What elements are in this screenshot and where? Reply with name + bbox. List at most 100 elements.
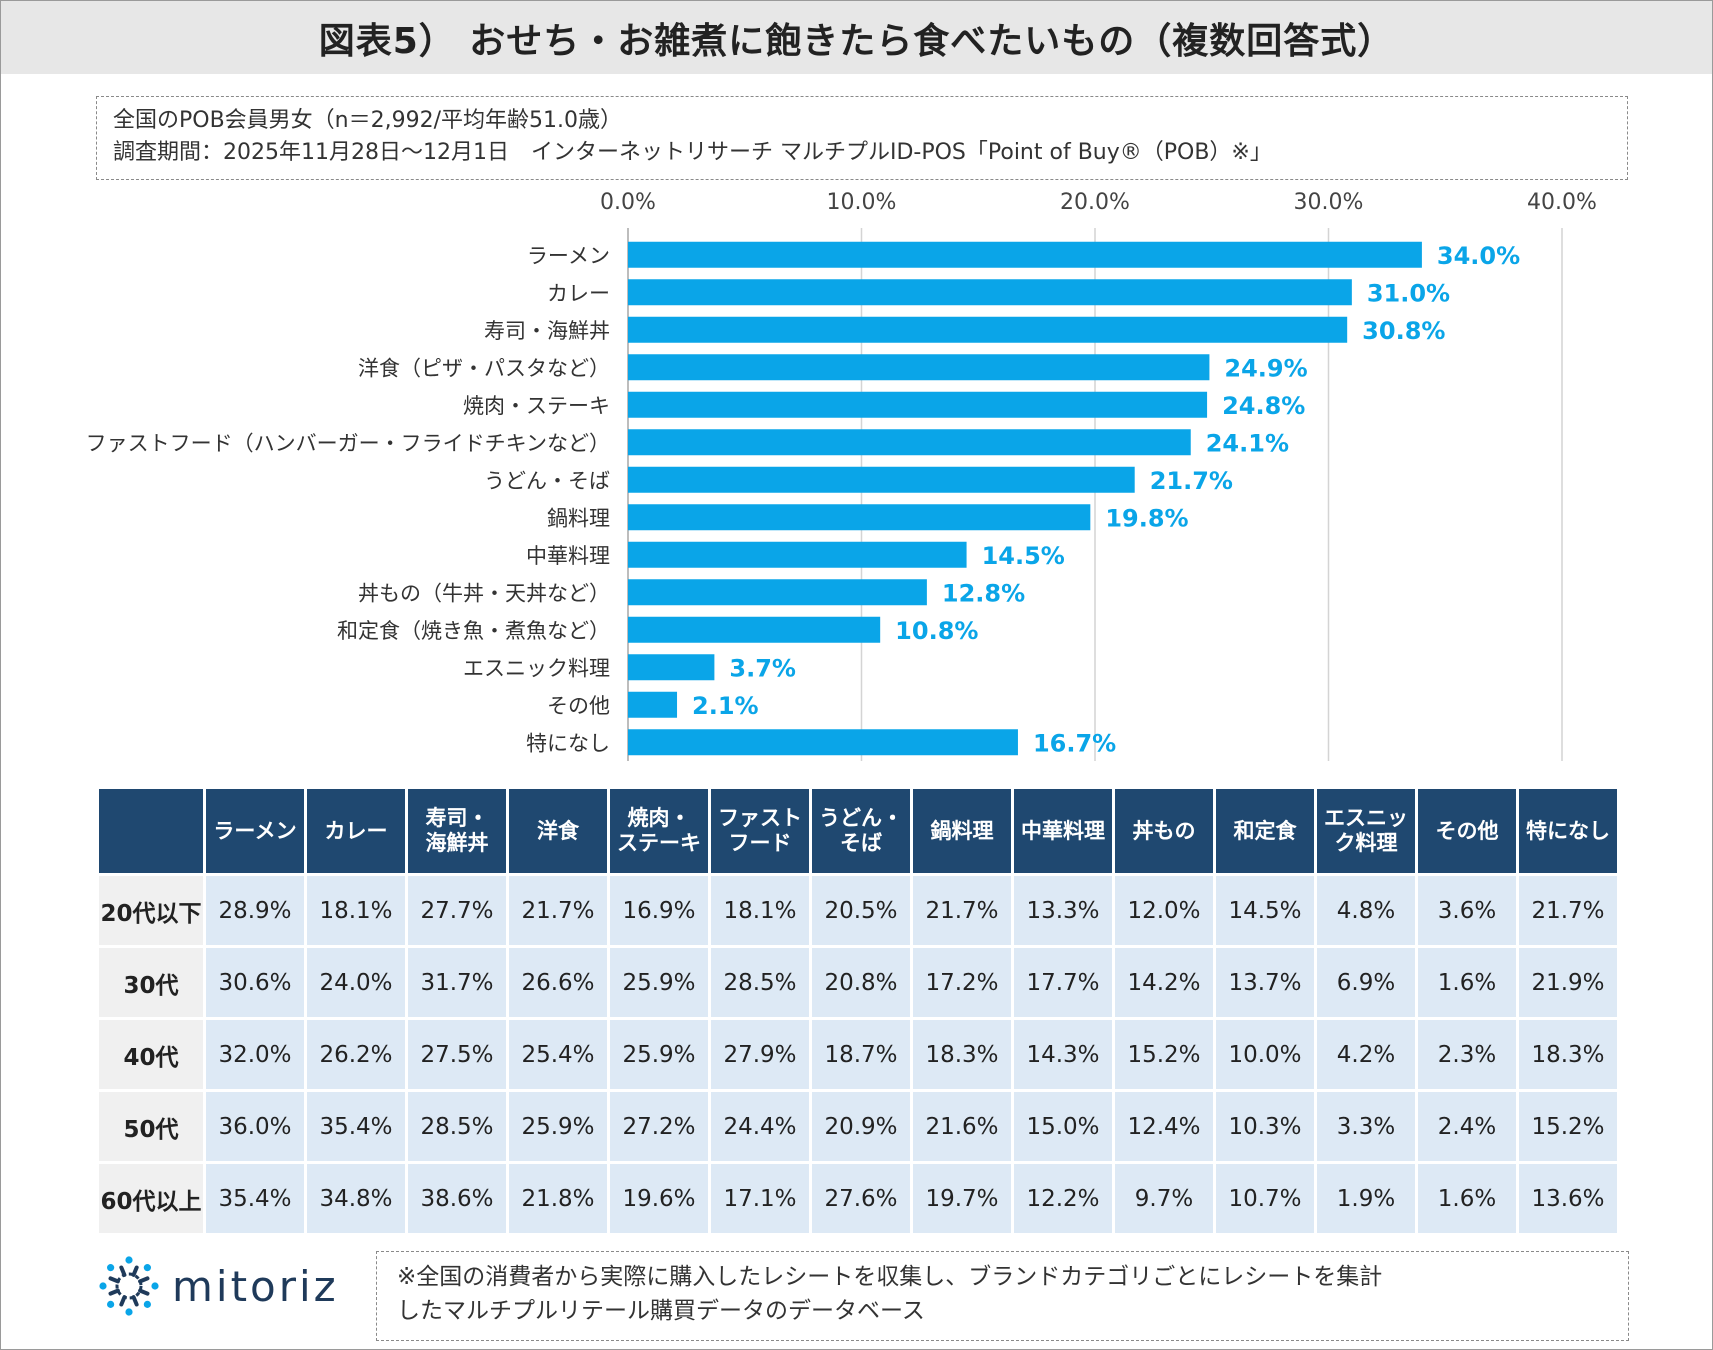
table-cell: 1.9% — [1317, 1164, 1415, 1233]
category-label: 特になし — [526, 731, 610, 755]
table-cell: 12.4% — [1115, 1092, 1213, 1161]
category-label: ラーメン — [527, 244, 610, 268]
bar — [628, 654, 715, 681]
table-cell: 28.5% — [408, 1092, 506, 1161]
table-row: 20代以下 28.9% 18.1% 27.7% 21.7% 16.9% 18.1% 20.5%… — [99, 876, 1617, 945]
bar-chart: 0.0% 10.0% 20.0% 30.0% 40.0% ラーメンカレー寿司・海鮮丼洋食… — [86, 190, 1597, 761]
data-label: 14.5% — [982, 542, 1065, 570]
table-cell: 27.9% — [711, 1020, 809, 1089]
data-label: 24.9% — [1224, 354, 1307, 382]
table-cell: 30.6% — [206, 948, 304, 1017]
table-cell: 15.2% — [1115, 1020, 1213, 1089]
table-corner-cell — [99, 789, 203, 873]
logo-wordmark: mitoriz — [172, 1261, 339, 1311]
table-cell: 18.1% — [307, 876, 405, 945]
data-label: 31.0% — [1367, 279, 1450, 307]
table-cell: 1.6% — [1418, 948, 1516, 1017]
bar — [628, 429, 1191, 456]
table-cell: 12.0% — [1115, 876, 1213, 945]
category-label: 和定食（焼き魚・煮魚など） — [337, 619, 610, 643]
survey-info-line-2: 調査期間：2025年11月28日～12月1日 インターネットリサーチ マルチプル… — [113, 140, 1272, 165]
bar — [628, 466, 1135, 493]
table-cell: 21.9% — [1519, 948, 1617, 1017]
category-label: 鍋料理 — [547, 506, 610, 530]
table-cell: 10.7% — [1216, 1164, 1314, 1233]
table-column-header: 和定食 — [1216, 789, 1314, 873]
table-column-header: 特になし — [1519, 789, 1617, 873]
table-row: 40代 32.0% 26.2% 27.5% 25.4% 25.9% 27.9% 18.7% 18… — [99, 1020, 1617, 1089]
footnote-box: ※全国の消費者から実際に購入したレシートを収集し、ブランドカテゴリごとにレシート… — [376, 1251, 1629, 1341]
table-cell: 34.8% — [307, 1164, 405, 1233]
survey-info-line-1: 全国のPOB会員男女（n＝2,992/平均年齢51.0歳） — [113, 108, 622, 133]
table-cell: 14.3% — [1014, 1020, 1112, 1089]
data-label: 2.1% — [692, 692, 759, 720]
table-cell: 17.1% — [711, 1164, 809, 1233]
category-label: 洋食（ピザ・パスタなど） — [358, 356, 610, 380]
table-cell: 18.7% — [812, 1020, 910, 1089]
data-label: 12.8% — [942, 579, 1025, 607]
table-column-header: 寿司・ 海鮮丼 — [408, 789, 506, 873]
x-tick-label: 10.0% — [827, 190, 897, 215]
table-cell: 21.7% — [913, 876, 1011, 945]
bar — [628, 391, 1208, 418]
table-column-header: 洋食 — [509, 789, 607, 873]
table-row-label: 60代以上 — [99, 1164, 203, 1233]
x-tick-label: 30.0% — [1294, 190, 1364, 215]
table-cell: 14.2% — [1115, 948, 1213, 1017]
mitoriz-logo: mitoriz — [96, 1251, 356, 1321]
table-cell: 10.0% — [1216, 1020, 1314, 1089]
table-row: 30代 30.6% 24.0% 31.7% 26.6% 25.9% 28.5% 20.8% 17… — [99, 948, 1617, 1017]
data-label: 34.0% — [1437, 242, 1520, 270]
table-cell: 28.5% — [711, 948, 809, 1017]
table-row-label: 50代 — [99, 1092, 203, 1161]
table-cell: 38.6% — [408, 1164, 506, 1233]
table-cell: 13.7% — [1216, 948, 1314, 1017]
table-cell: 20.8% — [812, 948, 910, 1017]
table-cell: 17.2% — [913, 948, 1011, 1017]
table-column-header: ファスト フード — [711, 789, 809, 873]
category-label: カレー — [547, 281, 610, 305]
table-cell: 19.7% — [913, 1164, 1011, 1233]
table-cell: 18.1% — [711, 876, 809, 945]
figure-title: 図表5） おせち・お雑煮に飽きたら食べたいもの（複数回答式） — [318, 20, 1395, 62]
category-label: うどん・そば — [484, 469, 610, 493]
table-cell: 35.4% — [206, 1164, 304, 1233]
data-label: 16.7% — [1033, 729, 1116, 757]
table-cell: 25.4% — [509, 1020, 607, 1089]
table-cell: 12.2% — [1014, 1164, 1112, 1233]
table-cell: 21.7% — [509, 876, 607, 945]
data-label: 3.7% — [729, 654, 796, 682]
table-row-label: 30代 — [99, 948, 203, 1017]
table-cell: 24.0% — [307, 948, 405, 1017]
table-cell: 32.0% — [206, 1020, 304, 1089]
table-cell: 27.7% — [408, 876, 506, 945]
category-label: 丼もの（牛丼・天丼など） — [358, 581, 610, 605]
table-cell: 3.3% — [1317, 1092, 1415, 1161]
table-cell: 24.4% — [711, 1092, 809, 1161]
category-label: エスニック料理 — [463, 656, 610, 680]
table-row: 60代以上 35.4% 34.8% 38.6% 21.8% 19.6% 17.1% 27.6%… — [99, 1164, 1617, 1233]
x-tick-label: 0.0% — [600, 190, 656, 215]
table-column-header: その他 — [1418, 789, 1516, 873]
table-cell: 15.2% — [1519, 1092, 1617, 1161]
data-label: 10.8% — [895, 617, 978, 645]
table-row-label: 40代 — [99, 1020, 203, 1089]
bar — [628, 729, 1018, 756]
chart-x-axis: 0.0% 10.0% 20.0% 30.0% 40.0% — [600, 190, 1597, 215]
table-cell: 25.9% — [509, 1092, 607, 1161]
table-cell: 19.6% — [610, 1164, 708, 1233]
data-label: 24.1% — [1206, 429, 1289, 457]
table-cell: 21.6% — [913, 1092, 1011, 1161]
chart-bars — [628, 241, 1422, 756]
bar — [628, 241, 1422, 268]
table-column-header: エスニッ ク料理 — [1317, 789, 1415, 873]
x-tick-label: 40.0% — [1527, 190, 1597, 215]
table-column-header: 鍋料理 — [913, 789, 1011, 873]
table-cell: 18.3% — [1519, 1020, 1617, 1089]
table-cell: 20.5% — [812, 876, 910, 945]
table-cell: 18.3% — [913, 1020, 1011, 1089]
table-cell: 25.9% — [610, 948, 708, 1017]
table-cell: 2.4% — [1418, 1092, 1516, 1161]
table-cell: 20.9% — [812, 1092, 910, 1161]
table-cell: 27.6% — [812, 1164, 910, 1233]
